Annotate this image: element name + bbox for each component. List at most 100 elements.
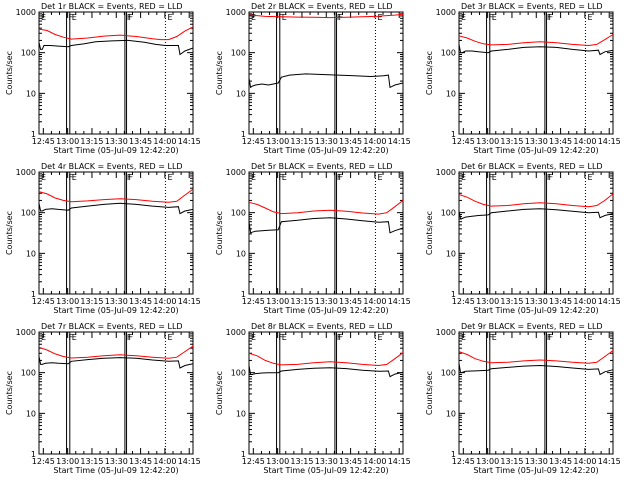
- series-line-events: [38, 202, 194, 215]
- x-tick-label: 12:45: [242, 137, 265, 146]
- x-tick-label: 13:45: [339, 137, 362, 146]
- marker-label: F: [489, 13, 494, 22]
- x-tick-label: 13:15: [500, 457, 523, 466]
- panel-det-5: Det 5r BLACK = Events, RED = LLD 1 10 100 10…: [215, 162, 411, 315]
- x-tick-label: 12:45: [32, 297, 55, 306]
- marker-label: F: [547, 173, 552, 182]
- x-tick-label: 12:45: [452, 457, 475, 466]
- panel-det-2: Det 2r BLACK = Events, RED = LLD 1 10 100 10…: [215, 2, 411, 155]
- x-tick-label: 13:45: [129, 137, 152, 146]
- x-tick-label: 13:00: [476, 457, 499, 466]
- x-axis-label: Start Time (05-Jul-09 12:42:20): [53, 146, 178, 155]
- panel-title: Det 5r BLACK = Events, RED = LLD: [251, 162, 393, 171]
- plot-frame: [458, 331, 614, 455]
- x-tick-label: 13:00: [266, 297, 289, 306]
- y-tick-label: 1000: [226, 168, 246, 177]
- plot-frame: [38, 11, 194, 135]
- y-tick-label: 100: [21, 209, 36, 218]
- panel-title: Det 4r BLACK = Events, RED = LLD: [41, 162, 183, 171]
- plot-frame: [248, 331, 404, 455]
- panel-det-7: Det 7r BLACK = Events, RED = LLD 1 10 100 10…: [5, 322, 201, 475]
- x-tick-label: 14:15: [598, 457, 621, 466]
- x-tick-label: 14:00: [363, 297, 386, 306]
- x-tick-label: 14:15: [178, 457, 201, 466]
- x-axis-label: Start Time (05-Jul-09 12:42:20): [473, 306, 598, 315]
- series-line-lld: [248, 200, 404, 215]
- x-tick-label: 13:30: [315, 137, 338, 146]
- y-axis-label: Counts/sec: [5, 51, 14, 95]
- marker-label: E: [461, 333, 466, 342]
- marker-label: F: [127, 333, 132, 342]
- series-line-lld: [248, 352, 404, 367]
- y-tick-label: 10: [26, 409, 36, 418]
- x-tick-label: 13:15: [500, 297, 523, 306]
- y-axis-label: Counts/sec: [5, 371, 14, 415]
- series-line-events: [458, 208, 614, 220]
- y-tick-label: 1: [451, 130, 456, 139]
- x-tick-label: 13:30: [315, 457, 338, 466]
- x-tick-label: 13:45: [549, 457, 572, 466]
- y-tick-label: 100: [231, 49, 246, 58]
- marker-label: E: [377, 173, 382, 182]
- marker-label: E: [167, 173, 172, 182]
- series-line-lld: [458, 193, 614, 208]
- marker-label: F: [69, 173, 74, 182]
- x-tick-label: 12:45: [242, 297, 265, 306]
- series-line-lld: [38, 26, 194, 41]
- x-tick-label: 13:30: [105, 137, 128, 146]
- x-tick-label: 13:15: [80, 297, 103, 306]
- y-tick-label: 1000: [436, 8, 456, 17]
- series-line-lld: [458, 34, 614, 47]
- plot-frame: [38, 331, 194, 455]
- plot-frame: [458, 171, 614, 295]
- x-tick-label: 13:30: [525, 297, 548, 306]
- y-tick-label: 1: [451, 290, 456, 299]
- x-tick-label: 13:15: [290, 297, 313, 306]
- series-line-lld: [458, 350, 614, 364]
- marker-label: E: [72, 13, 77, 22]
- y-axis-label: Counts/sec: [215, 371, 224, 415]
- x-tick-label: 13:00: [56, 137, 79, 146]
- series-line-events: [38, 356, 194, 369]
- x-tick-label: 12:45: [32, 457, 55, 466]
- marker-label: F: [69, 333, 74, 342]
- marker-label: E: [167, 13, 172, 22]
- y-axis-label: Counts/sec: [215, 211, 224, 255]
- panel-det-3: Det 3r BLACK = Events, RED = LLD 1 10 100 10…: [425, 2, 621, 155]
- x-tick-label: 14:15: [598, 137, 621, 146]
- marker-label: F: [549, 333, 554, 342]
- series-line-events: [458, 44, 614, 56]
- series-line-events: [458, 363, 614, 376]
- x-tick-label: 12:45: [242, 457, 265, 466]
- x-tick-label: 13:00: [476, 297, 499, 306]
- y-tick-label: 10: [446, 249, 456, 258]
- series-line-events: [248, 73, 404, 89]
- y-axis-label: Counts/sec: [5, 211, 14, 255]
- x-tick-label: 13:45: [129, 297, 152, 306]
- marker-label: E: [282, 13, 287, 22]
- marker-label: E: [41, 333, 46, 342]
- y-axis-label: Counts/sec: [425, 371, 434, 415]
- x-tick-label: 13:30: [105, 297, 128, 306]
- x-tick-label: 14:15: [388, 137, 411, 146]
- x-axis-label: Start Time (05-Jul-09 12:42:20): [263, 466, 388, 475]
- marker-label: E: [251, 13, 256, 22]
- panel-title: Det 9r BLACK = Events, RED = LLD: [461, 322, 603, 331]
- panel-title: Det 7r BLACK = Events, RED = LLD: [41, 322, 183, 331]
- y-tick-label: 1000: [16, 328, 36, 337]
- panel-det-6: Det 6r BLACK = Events, RED = LLD 1 10 100 10…: [425, 162, 621, 315]
- y-tick-label: 100: [441, 49, 456, 58]
- marker-label: E: [587, 333, 592, 342]
- panel-title: Det 1r BLACK = Events, RED = LLD: [41, 2, 183, 11]
- x-tick-label: 12:45: [452, 137, 475, 146]
- y-tick-label: 10: [236, 249, 246, 258]
- marker-label: F: [127, 13, 132, 22]
- y-tick-label: 1: [31, 290, 36, 299]
- plot-frame: [248, 11, 404, 135]
- marker-label: F: [549, 13, 554, 22]
- y-tick-label: 1: [31, 130, 36, 139]
- marker-label: F: [129, 333, 134, 342]
- x-tick-label: 14:15: [178, 137, 201, 146]
- marker-label: E: [72, 173, 77, 182]
